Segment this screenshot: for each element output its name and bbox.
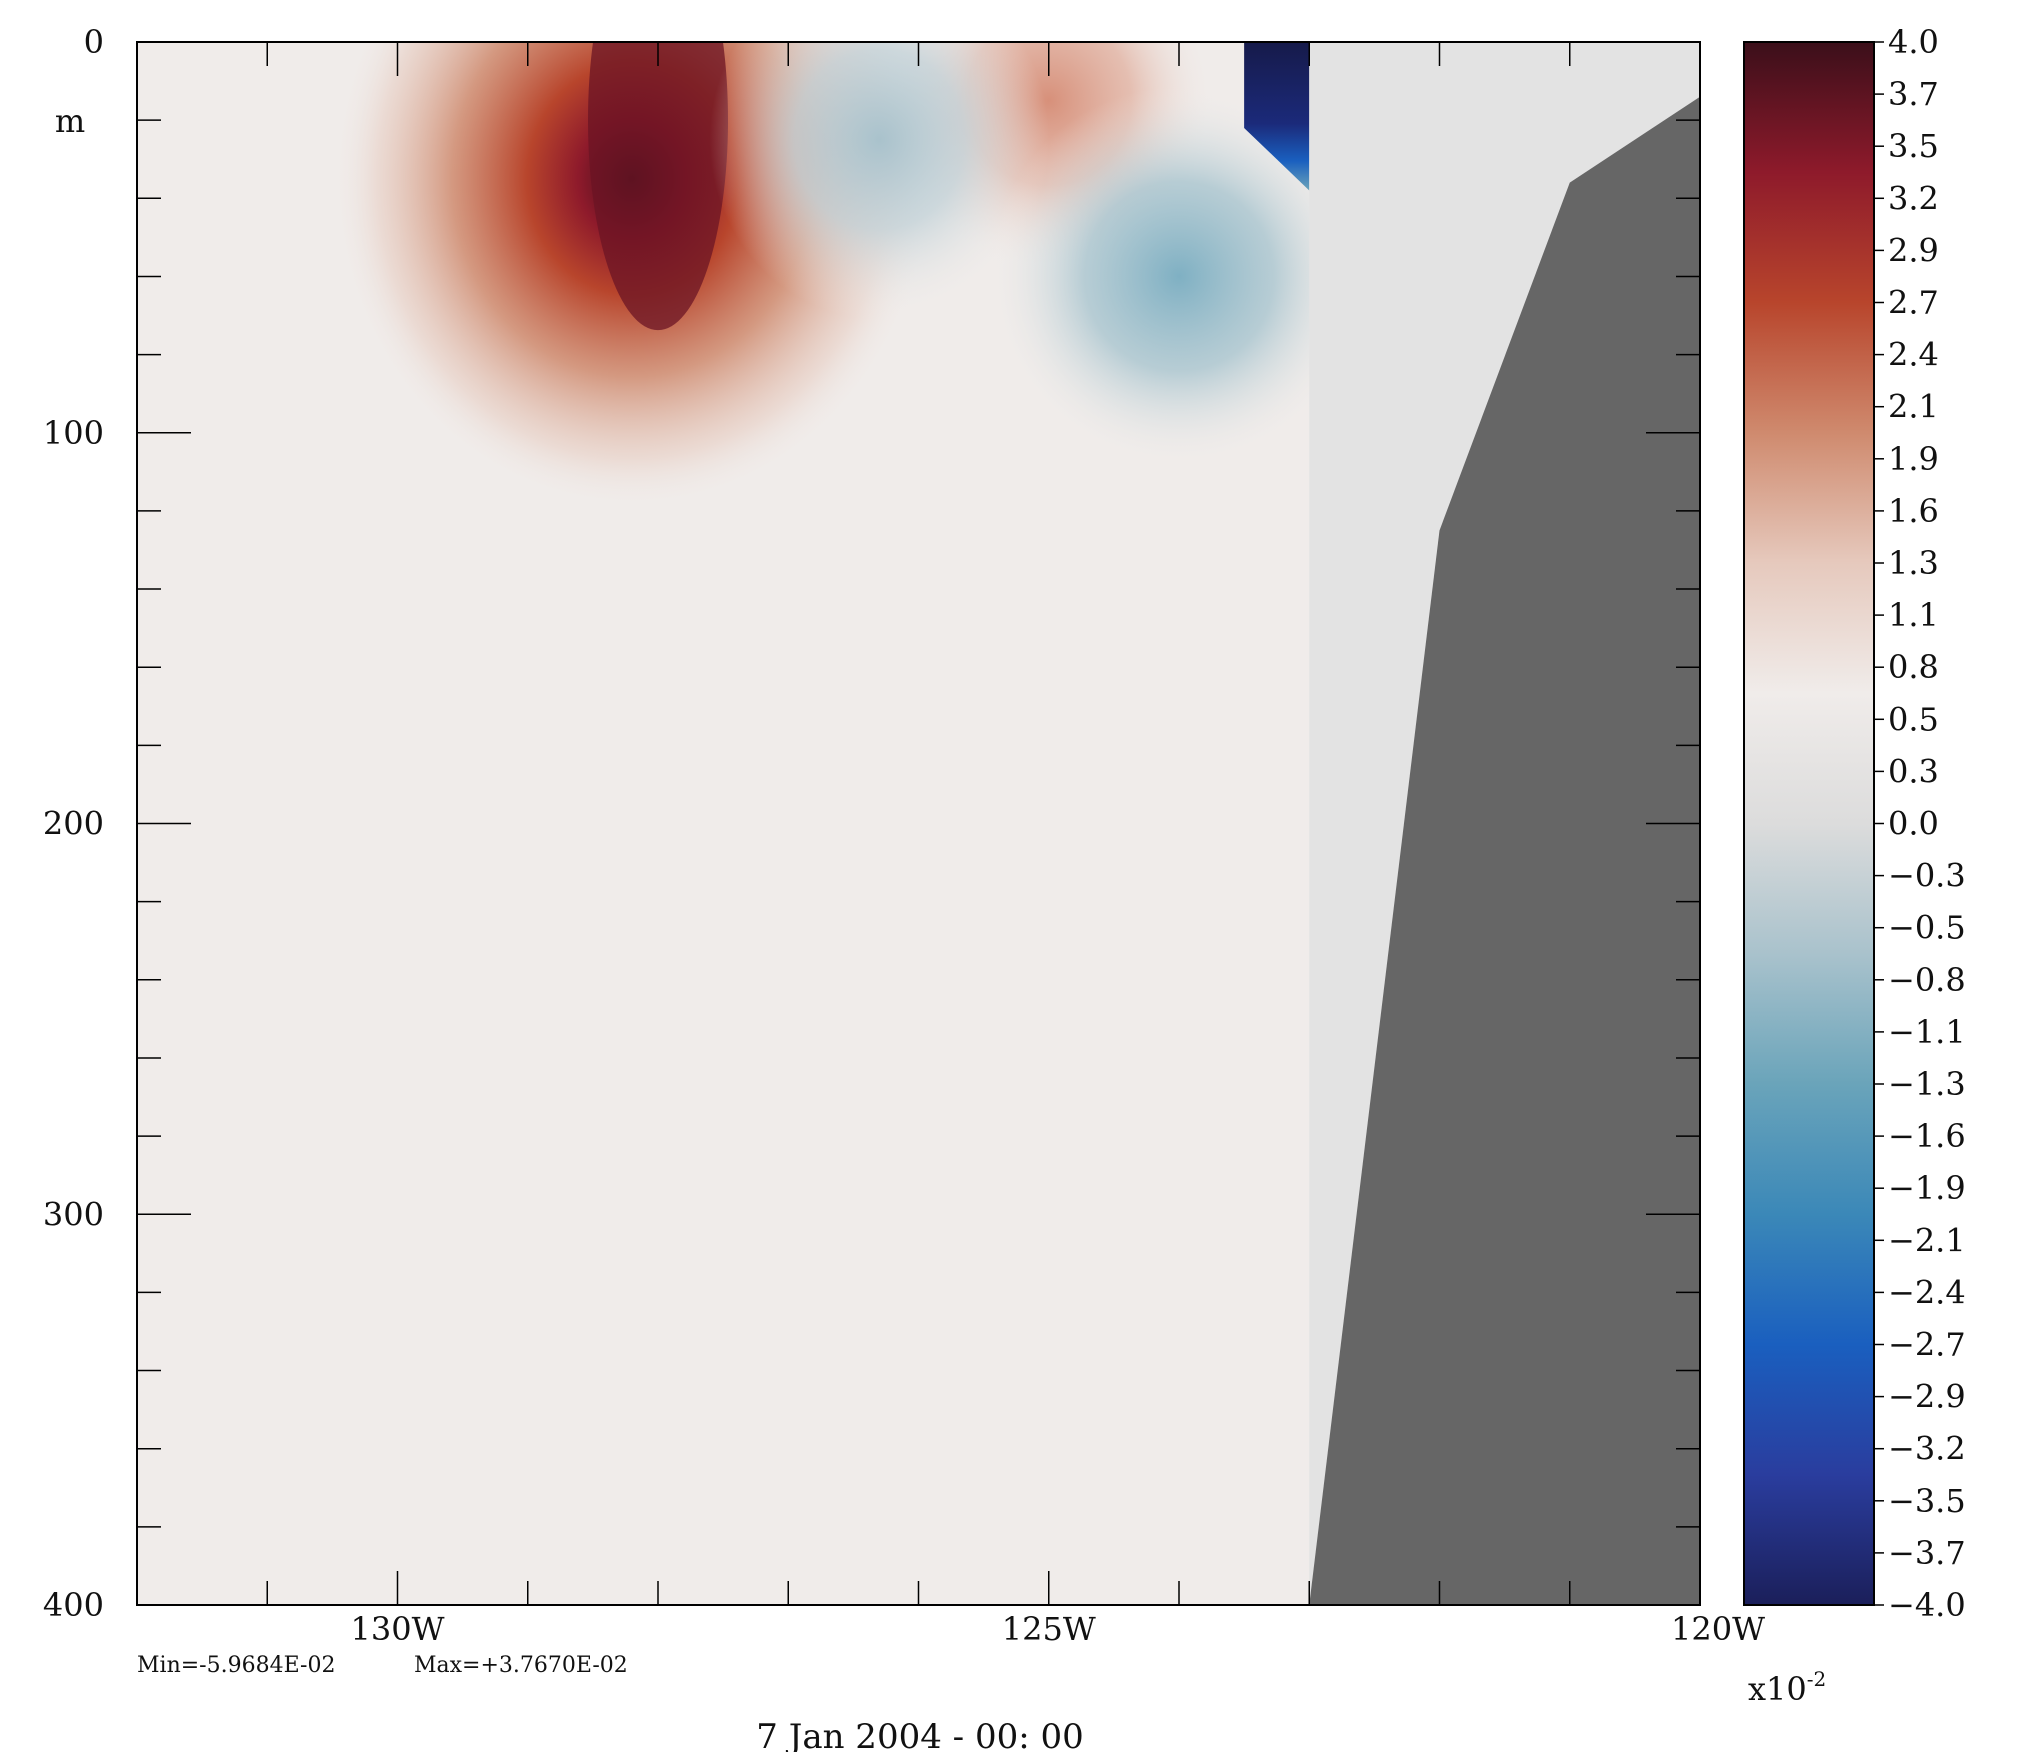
colorbar-label: 0.5 <box>1888 700 1939 738</box>
y-tick-label: 400 <box>43 1586 104 1624</box>
colorbar-label: −0.5 <box>1888 909 1966 947</box>
colorbar-label: 3.5 <box>1888 127 1939 165</box>
field-negative-region-west <box>709 42 1050 320</box>
colorbar-multiplier-exponent: -2 <box>1807 1667 1826 1691</box>
x-tick-label: 125W <box>1002 1610 1096 1648</box>
land-mask <box>1309 96 1700 1606</box>
colorbar-label: −1.6 <box>1888 1117 1966 1155</box>
colorbar-label: −2.9 <box>1888 1378 1966 1416</box>
field-min-region <box>1244 42 1310 191</box>
colorbar-label: 1.1 <box>1888 596 1939 634</box>
x-tick-label: 120W <box>1671 1610 1765 1648</box>
colorbar: 4.0 3.7 3.5 3.2 2.9 2.7 2.4 2.1 1.9 1.6 1.3 1.1 0.8 0… <box>1743 23 1966 1624</box>
colorbar-label: 4.0 <box>1888 23 1939 61</box>
colorbar-multiplier-base: x10 <box>1748 1670 1807 1708</box>
colorbar-label: 2.9 <box>1888 231 1939 269</box>
colorbar-label: −3.7 <box>1888 1534 1966 1572</box>
plot-area: 130W 125W 120W 0 100 200 300 400 <box>43 23 1765 1648</box>
colorbar-label: −1.9 <box>1888 1169 1966 1207</box>
colorbar-label: −2.7 <box>1888 1326 1966 1364</box>
y-axis-label: m <box>55 102 85 140</box>
colorbar-label: −2.4 <box>1888 1273 1966 1311</box>
colorbar-multiplier: x10-2 <box>1748 1667 1826 1708</box>
stats-max: Max=+3.7670E-02 <box>414 1653 628 1678</box>
field-max-core <box>588 42 728 331</box>
timestamp: 7 Jan 2004 - 00: 00 <box>756 1717 1083 1752</box>
colorbar-label: −0.8 <box>1888 961 1966 999</box>
colorbar-label: 2.7 <box>1888 284 1939 322</box>
colorbar-label: 2.4 <box>1888 336 1939 374</box>
colorbar-label: 3.7 <box>1888 75 1939 113</box>
field-features <box>332 42 1369 509</box>
colorbar-label: −3.5 <box>1888 1482 1966 1520</box>
colorbar-label: −0.3 <box>1888 857 1966 895</box>
y-tick-label: 200 <box>43 805 104 843</box>
y-tick-label: 100 <box>43 414 104 452</box>
field-negative-region-east <box>989 86 1369 467</box>
stats-min: Min=-5.9684E-02 <box>137 1653 335 1678</box>
colorbar-label: 1.6 <box>1888 492 1939 530</box>
colorbar-label: −3.2 <box>1888 1430 1966 1468</box>
colorbar-label: −1.1 <box>1888 1013 1966 1051</box>
colorbar-label: 0.0 <box>1888 805 1939 843</box>
colorbar-label: −2.1 <box>1888 1221 1966 1259</box>
colorbar-label: −4.0 <box>1888 1586 1966 1624</box>
y-tick-label: 0 <box>84 23 104 61</box>
colorbar-label: 3.2 <box>1888 179 1939 217</box>
colorbar-label: 0.3 <box>1888 752 1939 790</box>
y-tick-label: 300 <box>43 1195 104 1233</box>
colorbar-label: 1.3 <box>1888 544 1939 582</box>
colorbar-scale <box>1743 41 1875 1606</box>
colorbar-label: −1.3 <box>1888 1065 1966 1103</box>
colorbar-label: 1.9 <box>1888 440 1939 478</box>
x-tick-label: 130W <box>351 1610 445 1648</box>
colorbar-label: 0.8 <box>1888 648 1939 686</box>
colorbar-label: 2.1 <box>1888 388 1939 426</box>
